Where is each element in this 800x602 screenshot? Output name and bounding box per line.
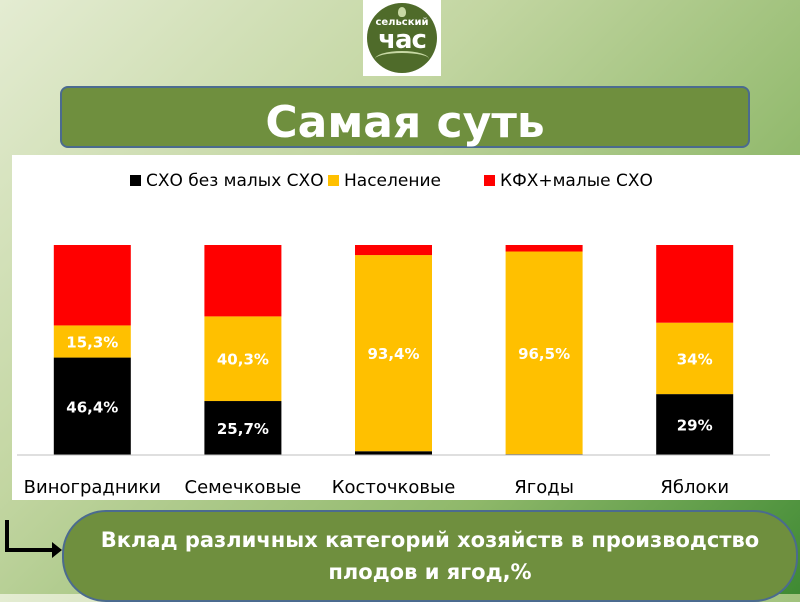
bar-segment xyxy=(355,451,432,455)
logo-top-text: сельский xyxy=(375,17,429,28)
arrow-icon xyxy=(5,520,62,558)
title-banner: Самая суть xyxy=(60,86,750,148)
stacked-bar-chart: СХО без малых СХО Население КФХ+малые СХО … xyxy=(17,171,770,498)
x-tick-label: Ягоды xyxy=(514,477,574,498)
data-label: 96,5% xyxy=(518,345,570,363)
bar-segment xyxy=(656,245,734,323)
chart-legend: СХО без малых СХО Население КФХ+малые СХО xyxy=(130,171,653,191)
bar-segment xyxy=(204,316,282,402)
data-label: 46,4% xyxy=(66,398,118,416)
data-label: 93,4% xyxy=(367,345,419,363)
legend-swatch xyxy=(328,175,339,186)
x-tick-label: Виноградники xyxy=(24,477,161,498)
data-label: 25,7% xyxy=(217,420,269,438)
bar-segment xyxy=(53,245,131,326)
bar-segment xyxy=(656,394,734,455)
legend-label: СХО без малых СХО xyxy=(146,171,324,191)
leaf-icon xyxy=(398,7,406,17)
bar-segment xyxy=(505,245,583,252)
caption-banner: Вклад различных категорий хозяйств в про… xyxy=(62,510,798,602)
data-label: 40,3% xyxy=(217,351,269,369)
page-title: Самая суть xyxy=(265,96,545,148)
bar-segment xyxy=(505,251,583,455)
chart-panel: СХО без малых СХО Население КФХ+малые СХО … xyxy=(12,155,800,500)
legend-label: КФХ+малые СХО xyxy=(500,171,653,191)
legend-swatch xyxy=(484,175,495,186)
chart-bars: 46,4%15,3%25,7%40,3%1,8%93,4%0,4%96,5%29… xyxy=(53,245,734,456)
chart-caption: Вклад различных категорий хозяйств в про… xyxy=(100,528,760,584)
bar-segment xyxy=(355,245,432,256)
logo-waves xyxy=(375,51,429,67)
logo-emblem: сельский час xyxy=(367,3,437,73)
bar-segment xyxy=(204,245,282,317)
data-label: 29% xyxy=(677,417,713,435)
data-label: 34% xyxy=(677,350,713,368)
bar-segment xyxy=(204,401,282,455)
x-tick-label: Косточковые xyxy=(332,477,456,498)
bar-segment xyxy=(53,325,131,358)
logo-main-text: час xyxy=(378,25,427,55)
bar-segment xyxy=(656,322,734,395)
bar-segment xyxy=(355,255,432,452)
data-label: 15,3% xyxy=(66,333,118,351)
legend-label: Население xyxy=(344,171,441,191)
x-axis-labels: Виноградники Семечковые Косточковые Ягоды Яб… xyxy=(24,477,729,498)
x-tick-label: Яблоки xyxy=(660,477,729,498)
bar-segment xyxy=(53,357,131,455)
x-tick-label: Семечковые xyxy=(185,477,302,498)
logo: сельский час xyxy=(363,0,441,76)
legend-swatch xyxy=(130,175,141,186)
